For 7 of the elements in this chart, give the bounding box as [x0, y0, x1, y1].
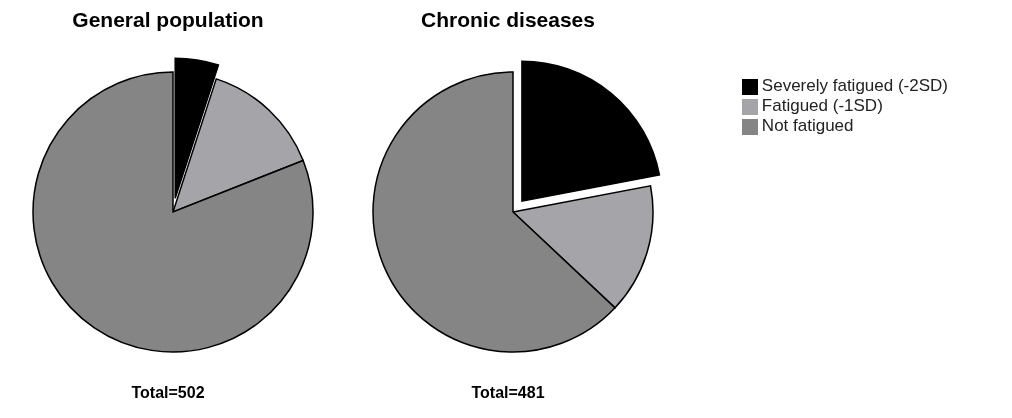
legend-label: Fatigued (-1SD) [761, 96, 883, 115]
legend-label: Not fatigued [761, 116, 854, 135]
chart-title: Chronic diseases [420, 8, 596, 32]
text: Total=502 [130, 384, 206, 402]
text: Total=481 [470, 384, 546, 402]
legend-label: Severely fatigued (-2SD) [761, 76, 948, 95]
chart-title: General population [71, 8, 265, 32]
